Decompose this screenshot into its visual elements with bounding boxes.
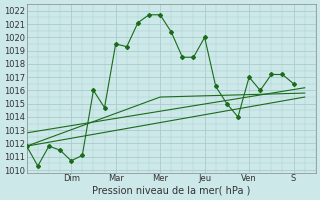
X-axis label: Pression niveau de la mer( hPa ): Pression niveau de la mer( hPa ): [92, 186, 251, 196]
